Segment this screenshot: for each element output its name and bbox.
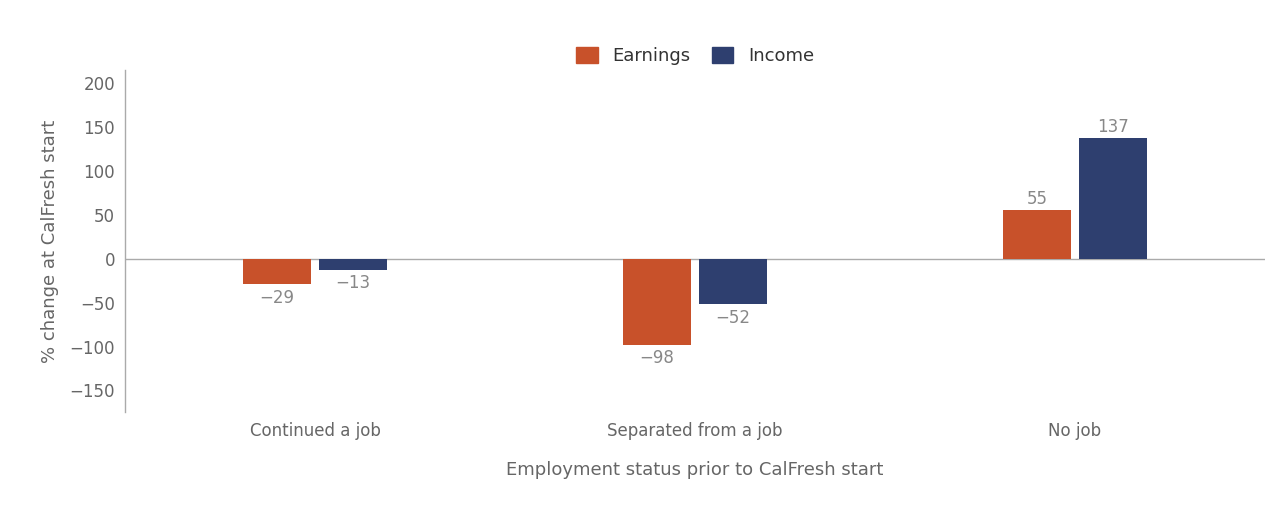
Bar (1079, 138, 1147, 258)
Y-axis label: % change at CalFresh start: % change at CalFresh start (41, 120, 59, 362)
Bar (623, 258, 691, 345)
Bar (1002, 210, 1071, 258)
Legend: Earnings, Income: Earnings, Income (567, 37, 823, 74)
Text: −98: −98 (640, 349, 675, 367)
Text: 55: 55 (1027, 190, 1047, 207)
Bar (699, 258, 767, 304)
X-axis label: Employment status prior to CalFresh start: Employment status prior to CalFresh star… (507, 461, 883, 479)
Text: −13: −13 (335, 275, 370, 292)
Text: −29: −29 (260, 289, 294, 306)
Bar (319, 258, 387, 270)
Bar (243, 258, 311, 284)
Text: 137: 137 (1097, 118, 1129, 136)
Text: −52: −52 (716, 309, 750, 327)
